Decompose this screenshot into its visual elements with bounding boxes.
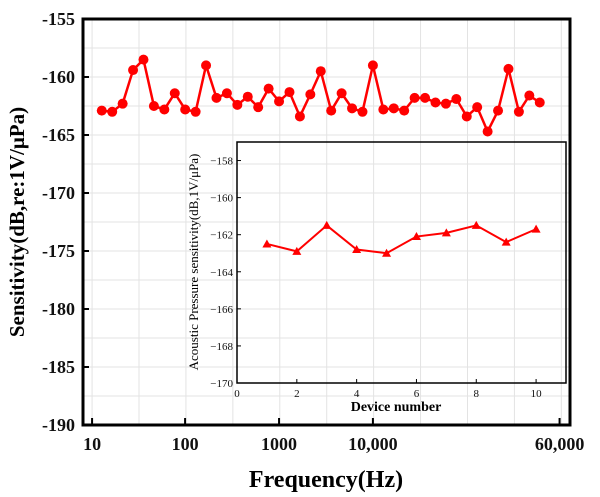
main-data-point	[305, 89, 316, 100]
inset-data-point	[322, 220, 332, 229]
inset-y-tick-label: −158	[210, 156, 233, 168]
main-data-point	[201, 60, 212, 71]
main-data-point	[440, 98, 451, 109]
main-y-tick-label: -185	[42, 357, 75, 377]
main-data-point	[451, 94, 462, 105]
main-data-point	[284, 87, 295, 98]
main-data-point	[430, 97, 441, 108]
main-x-label: Frequency(Hz)	[249, 467, 403, 493]
inset-data-point	[471, 220, 481, 229]
inset-x-tick-label: 10	[531, 388, 543, 400]
main-data-point	[315, 66, 326, 77]
main-data-point	[107, 106, 118, 117]
main-y-tick-label: -190	[42, 415, 75, 435]
inset-x-tick-label: 6	[414, 388, 420, 400]
main-data-point	[472, 102, 483, 113]
main-data-point	[420, 92, 431, 103]
main-data-point	[367, 60, 378, 71]
inset-data-point	[382, 248, 392, 257]
main-data-point	[190, 106, 201, 117]
main-data-point	[263, 83, 274, 94]
main-plot-frame	[81, 17, 572, 427]
main-series	[96, 54, 545, 137]
main-data-point	[253, 102, 264, 113]
inset-data-point	[411, 232, 421, 241]
inset-y-tick-label: −164	[210, 267, 233, 279]
inset-y-tick-label: −160	[210, 193, 233, 205]
main-data-point	[274, 96, 285, 107]
main-data-point	[357, 106, 368, 117]
main-y-tick-label: -155	[42, 9, 75, 29]
main-data-point	[409, 92, 420, 103]
main-x-tick-label: 60,000	[535, 434, 585, 454]
inset-data-point	[292, 246, 302, 255]
main-x-tick-label: 10,000	[348, 434, 398, 454]
inset-data-point	[352, 245, 362, 254]
main-data-point	[388, 103, 399, 114]
main-x-tick-label: 10	[83, 434, 101, 454]
main-data-point	[159, 104, 170, 115]
inset-data-point	[262, 239, 272, 248]
main-data-point	[399, 105, 410, 116]
inset-y-tick-label: −168	[210, 341, 233, 353]
main-data-point	[148, 101, 159, 111]
main-data-point	[378, 104, 389, 115]
main-data-point	[242, 91, 253, 102]
main-data-point	[461, 111, 472, 122]
main-data-point	[294, 111, 305, 122]
main-data-point	[169, 88, 180, 99]
main-data-point	[347, 103, 358, 114]
main-data-point	[232, 99, 243, 110]
inset-x-label: Device number	[351, 400, 442, 415]
inset-y-tick-label: −162	[210, 230, 233, 242]
main-x-tick-label: 100	[172, 434, 199, 454]
main-data-point	[326, 105, 337, 116]
main-data-point	[138, 54, 149, 65]
main-data-point	[336, 88, 347, 99]
inset-x-tick-label: 8	[474, 388, 480, 400]
inset-y-tick-label: −170	[210, 378, 233, 390]
main-data-point	[534, 97, 545, 108]
main-y-tick-label: -170	[42, 183, 75, 203]
main-data-point	[96, 105, 107, 116]
inset-x-tick-label: 0	[234, 388, 240, 400]
inset-y-tick-label: −166	[210, 304, 233, 316]
main-y-label: Sensitivity(dB,re:1V/μPa)	[5, 107, 29, 337]
main-data-point	[221, 88, 232, 99]
inset-data-point	[531, 224, 541, 233]
main-data-point	[503, 63, 514, 74]
inset-y-label: Acoustic Pressure sensitivity(dB,1V/μPa)	[186, 154, 201, 371]
main-data-point	[493, 105, 504, 116]
main-data-point	[180, 104, 191, 115]
main-y-tick-label: -160	[42, 67, 75, 87]
inset-x-tick-label: 2	[294, 388, 300, 400]
main-y-tick-label: -175	[42, 241, 75, 261]
main-data-point	[524, 90, 535, 101]
main-y-tick-label: -180	[42, 299, 75, 319]
inset-series-line	[266, 224, 537, 255]
inset-x-tick-label: 4	[354, 388, 360, 400]
main-data-point	[128, 65, 139, 76]
inset-plot-frame	[236, 141, 567, 384]
main-data-point	[117, 98, 128, 109]
inset-series	[262, 220, 541, 257]
inset-data-point	[501, 237, 511, 246]
inset-data-point	[441, 228, 451, 237]
main-data-point	[513, 106, 524, 117]
main-data-point	[211, 92, 222, 103]
main-data-point	[482, 126, 493, 137]
main-x-tick-label: 1000	[261, 434, 297, 454]
main-y-tick-label: -165	[42, 125, 75, 145]
